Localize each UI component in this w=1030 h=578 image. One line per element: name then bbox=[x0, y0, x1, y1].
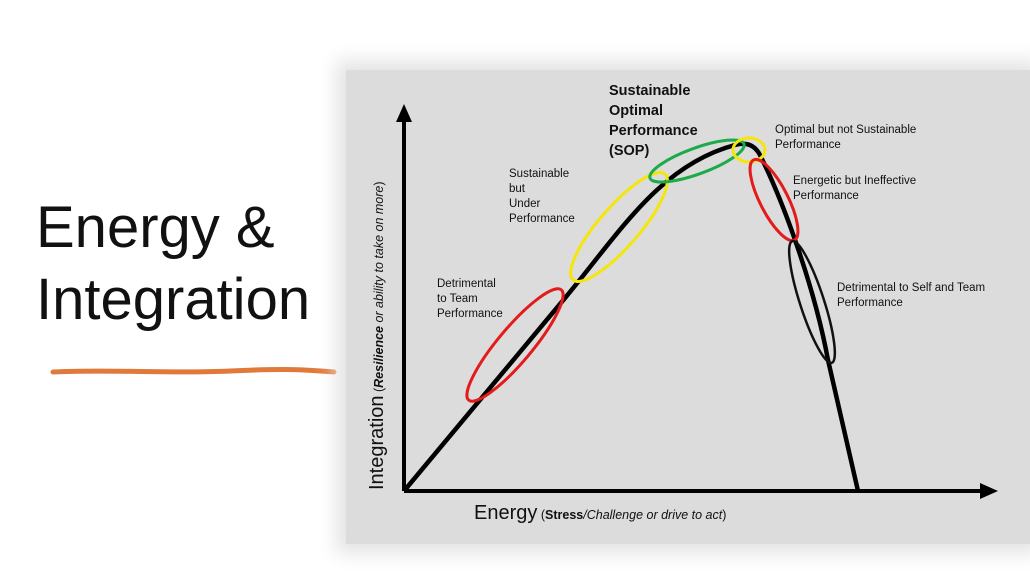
y-axis-italic: or ability to take on more bbox=[372, 185, 386, 326]
x-axis-bold: Stress bbox=[545, 508, 584, 522]
label-line: Detrimental bbox=[437, 278, 496, 290]
label-line: Sustainable bbox=[509, 168, 570, 180]
y-axis-bold-italic: Resilience bbox=[372, 326, 386, 388]
y-axis-close-paren: ) bbox=[372, 181, 386, 186]
x-axis-italic: /Challenge or drive to act bbox=[583, 508, 723, 522]
label-line: Detrimental to Self and Team bbox=[837, 282, 986, 294]
x-axis-close-paren: ) bbox=[722, 508, 727, 522]
x-axis-main: Energy bbox=[474, 502, 538, 524]
sustainable-under-label: Sustainable but Under Performance bbox=[509, 167, 575, 227]
label-line: Performance bbox=[837, 297, 903, 309]
y-axis-arrow-icon bbox=[396, 104, 412, 122]
y-axis-title: Integration (Resilience or ability to ta… bbox=[366, 181, 389, 490]
label-line: Performance bbox=[775, 139, 841, 151]
title-underline bbox=[50, 366, 337, 375]
x-axis-open-paren: ( bbox=[537, 508, 546, 522]
label-line: but bbox=[509, 183, 525, 195]
x-axis-title: Energy (Stress/Challenge or drive to act… bbox=[474, 502, 726, 525]
zone-detrimental-team-ellipse bbox=[465, 287, 565, 403]
slide-title-line-2: Integration bbox=[36, 267, 311, 332]
label-line: Optimal but not Sustainable bbox=[775, 124, 917, 136]
x-axis-arrow-icon bbox=[980, 483, 998, 499]
sop-label-line: Performance bbox=[609, 123, 698, 139]
y-axis-open-paren: ( bbox=[372, 387, 386, 396]
label-line: Performance bbox=[509, 213, 575, 225]
label-line: Performance bbox=[793, 190, 859, 202]
detrimental-team-label: Detrimental to Team Performance bbox=[437, 277, 503, 322]
slide-title: Energy & Integration bbox=[36, 192, 310, 336]
sop-label-line: Optimal bbox=[609, 103, 663, 119]
label-line: Energetic but Ineffective bbox=[793, 175, 917, 187]
label-line: Under bbox=[509, 198, 541, 210]
zone-detrimental-self-team-ellipse bbox=[787, 239, 837, 365]
performance-curve bbox=[402, 141, 861, 493]
slide-title-line-1: Energy & bbox=[36, 195, 275, 260]
label-line: Performance bbox=[437, 308, 503, 320]
sop-label-line: Sustainable bbox=[609, 83, 691, 99]
sop-label-line: (SOP) bbox=[609, 143, 650, 159]
energetic-ineffective-label: Energetic but Ineffective Performance bbox=[793, 174, 916, 204]
label-line: to Team bbox=[437, 293, 478, 305]
zone-optimal-not-sustainable-ellipse bbox=[731, 136, 767, 164]
zone-sop-ellipse bbox=[648, 138, 746, 184]
optimal-not-sustainable-label: Optimal but not Sustainable Performance bbox=[775, 123, 916, 153]
sop-label: Sustainable Optimal Performance (SOP) bbox=[609, 81, 698, 161]
y-axis-main: Integration bbox=[366, 395, 388, 490]
detrimental-self-team-label: Detrimental to Self and Team Performance bbox=[837, 281, 985, 311]
zone-sustainable-under-ellipse bbox=[569, 171, 669, 283]
